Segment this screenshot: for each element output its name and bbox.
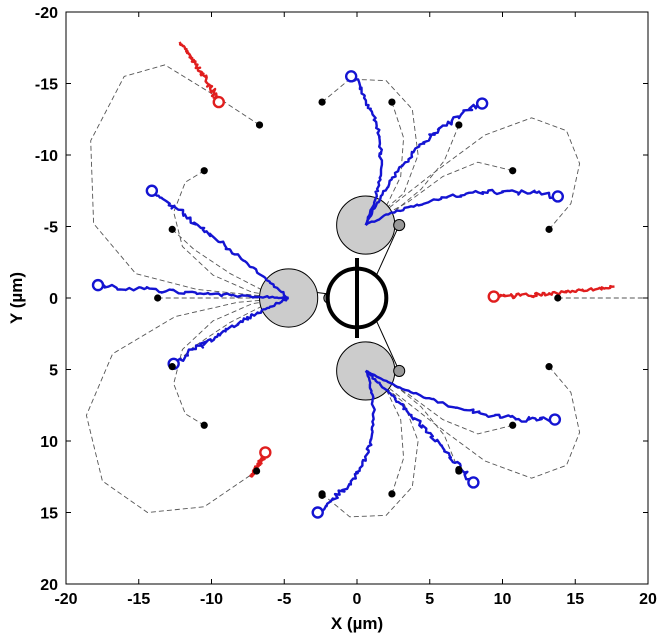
dashed-path (365, 161, 513, 226)
red-end-marker (487, 290, 500, 303)
path-end-dot (318, 490, 326, 498)
path-end-dot (154, 294, 162, 302)
x-tick-label: -5 (277, 591, 291, 608)
path-end-dot (388, 490, 396, 498)
blue-trajectory (350, 75, 384, 226)
x-tick-label: 20 (639, 591, 657, 608)
path-end-dot (388, 98, 396, 106)
dashed-path (85, 297, 289, 513)
path-end-dot (509, 421, 517, 429)
small-bead (393, 364, 406, 377)
dashed-path (173, 297, 289, 426)
y-tick-label: 5 (49, 363, 58, 380)
trajectory-layer (97, 41, 615, 515)
red-trajectory (491, 284, 615, 300)
linkage-line (374, 316, 400, 372)
path-end-dot (545, 225, 553, 233)
dashed-path (365, 366, 581, 479)
x-tick-label: 0 (353, 591, 362, 608)
blue-trajectory (365, 369, 556, 423)
path-end-dot (255, 121, 264, 129)
blue-trajectory (364, 188, 559, 227)
red-end-marker (259, 446, 272, 459)
dashed-path (173, 170, 289, 299)
x-tick-label: 5 (425, 591, 434, 608)
blue-trajectory (173, 296, 290, 365)
x-tick-label: -10 (200, 591, 223, 608)
path-end-dot (509, 167, 517, 175)
dashed-path (365, 370, 513, 435)
path-end-dot (554, 294, 562, 302)
blue-trajectory (317, 370, 376, 515)
blue-end-marker (145, 184, 159, 197)
dashed-path (321, 370, 419, 518)
path-end-dot (545, 363, 553, 371)
red-trajectory (178, 41, 222, 104)
path-end-dot (318, 98, 326, 106)
y-axis-label: Y (µm) (7, 272, 26, 324)
blue-end-marker (475, 97, 489, 110)
red-end-marker (212, 95, 225, 109)
blue-trajectory (364, 102, 483, 226)
path-end-dot (168, 363, 176, 371)
linkage-line (374, 224, 400, 280)
path-end-dot (200, 167, 208, 175)
blue-end-marker (548, 413, 562, 426)
y-tick-label: -10 (35, 148, 58, 165)
endpoint-dot-layer (91, 70, 564, 519)
blue-end-marker (467, 476, 480, 489)
dashed-path (171, 229, 289, 299)
path-end-dot (455, 467, 463, 475)
small-bead (393, 219, 406, 232)
blue-end-marker (344, 70, 358, 83)
y-tick-label: -5 (44, 220, 58, 237)
blue-trajectory (150, 189, 289, 300)
path-end-dot (253, 467, 261, 475)
dashed-path (365, 370, 405, 495)
dashed-path (90, 64, 289, 299)
y-tick-label: 10 (40, 434, 58, 451)
x-tick-label: -20 (54, 591, 77, 608)
y-tick-label: -20 (35, 5, 58, 22)
dashed-path-layer (85, 64, 644, 518)
dashed-path (365, 101, 405, 226)
x-axis-label: X (µm) (331, 614, 383, 633)
path-end-dot (168, 225, 176, 233)
y-tick-label: 0 (49, 291, 58, 308)
y-tick-label: 20 (40, 577, 58, 594)
path-end-dot (200, 421, 208, 429)
blue-trajectory (97, 281, 289, 300)
blue-end-marker (551, 190, 564, 203)
x-tick-label: -15 (127, 591, 150, 608)
x-tick-label: 15 (566, 591, 584, 608)
x-tick-label: 10 (494, 591, 512, 608)
blue-trajectory (365, 369, 476, 485)
path-end-dot (455, 121, 463, 129)
blue-end-marker (91, 278, 105, 292)
dashed-path (365, 117, 581, 230)
y-tick-label: -15 (35, 77, 58, 94)
blue-end-marker (311, 506, 324, 519)
y-tick-label: 15 (40, 506, 58, 523)
